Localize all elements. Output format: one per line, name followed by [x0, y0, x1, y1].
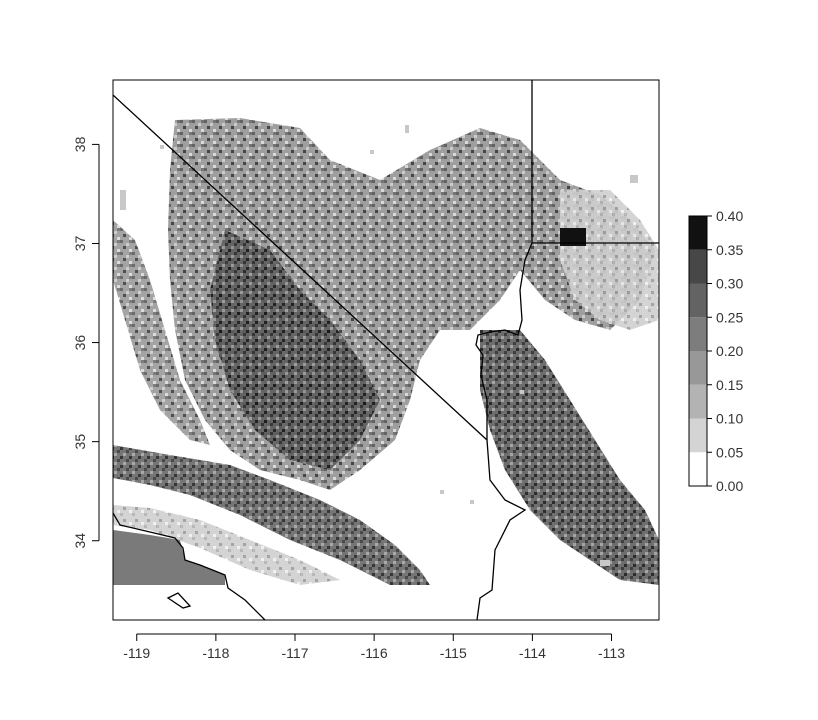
x-axis: -119 -118 -117 -116 -115 -114 -113	[123, 633, 625, 661]
raster-region-coastal	[113, 505, 340, 585]
raster-layer	[113, 118, 659, 585]
x-tick-label: -118	[202, 645, 229, 661]
legend-label: 0.15	[716, 377, 743, 393]
legend-swatch	[689, 283, 707, 318]
x-tick-label: -116	[361, 645, 388, 661]
raster-region-core	[210, 230, 380, 470]
island	[166, 592, 192, 609]
raster-region-east	[560, 190, 659, 330]
raster-ocean-patch	[113, 530, 225, 585]
raster-hotspot	[560, 228, 586, 246]
raster-region-south-belt	[113, 445, 430, 585]
raster-scatter	[120, 125, 638, 566]
y-tick-label: 35	[72, 434, 88, 450]
legend-label: 0.20	[716, 343, 743, 359]
boundary-ca-nv	[113, 94, 488, 441]
x-tick-label: -117	[282, 645, 309, 661]
legend-label: 0.35	[716, 242, 743, 258]
legend-label: 0.05	[716, 444, 743, 460]
y-axis: 34 35 36 37 38	[72, 136, 100, 549]
legend-swatch	[689, 216, 707, 250]
plot-frame	[112, 79, 660, 621]
boundary-ca-az	[476, 439, 527, 620]
legend-label: 0.00	[716, 478, 743, 494]
legend-swatch	[689, 452, 707, 486]
y-tick-label: 36	[72, 335, 88, 351]
boundary-colorado-river	[475, 242, 533, 440]
coastline	[113, 512, 266, 620]
legend-label: 0.40	[716, 208, 743, 224]
y-tick-label: 38	[72, 136, 88, 152]
legend-swatch	[689, 317, 707, 351]
x-tick-label: -113	[598, 645, 625, 661]
raster-region-west	[113, 220, 210, 445]
legend-swatch	[689, 351, 707, 385]
x-tick-label: -115	[440, 645, 467, 661]
x-tick-label: -119	[123, 645, 150, 661]
y-tick-label: 37	[72, 235, 88, 251]
raster-region-arizona	[480, 330, 659, 585]
boundary-lines	[113, 80, 659, 620]
legend-label: 0.10	[716, 411, 743, 427]
x-tick-label: -114	[519, 645, 546, 661]
legend-swatch	[689, 384, 707, 419]
legend-label: 0.30	[716, 276, 743, 292]
color-legend: 0.40 0.35 0.30 0.25 0.20 0.15 0.10 0.05 0.00	[688, 208, 743, 494]
y-tick-label: 34	[72, 533, 88, 549]
legend-swatch	[689, 249, 707, 284]
legend-label: 0.25	[716, 309, 743, 325]
legend-swatch	[689, 418, 707, 453]
